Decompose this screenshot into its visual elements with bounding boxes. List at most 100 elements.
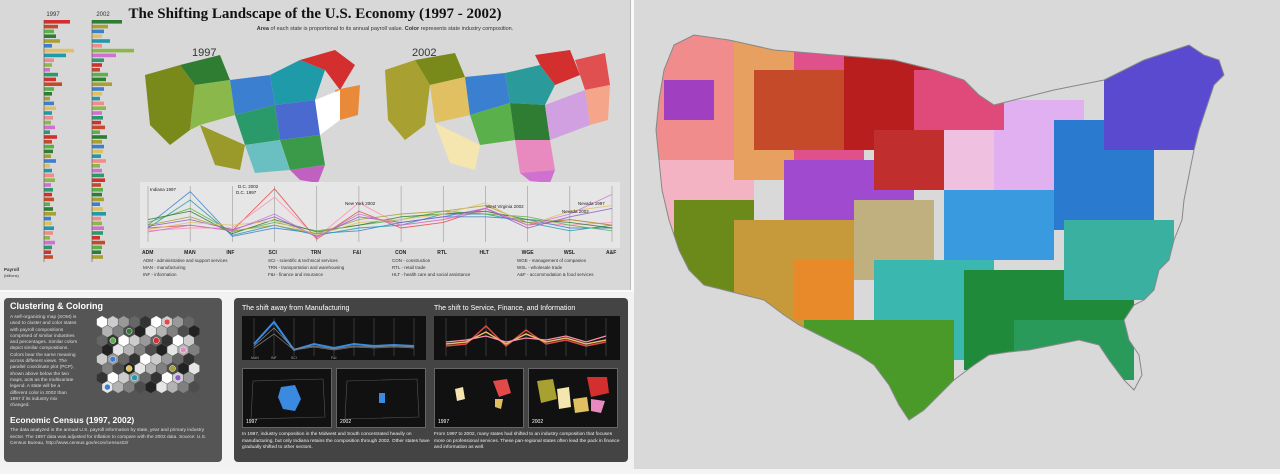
bar-1997-11 [44, 72, 58, 77]
pcp-axis-label-6: CON [395, 250, 407, 256]
bar-2002-7 [92, 53, 116, 58]
pcp-axis-label-3: SCI [268, 250, 277, 256]
bar-1997-38 [44, 202, 50, 206]
poster-subtitle: Area of each state is proportional to it… [256, 26, 514, 32]
bar-2002-12 [92, 77, 106, 82]
bar-2002-20 [92, 116, 103, 120]
pcp-axis-label-0: ADM [142, 250, 154, 256]
bar-2002-14 [92, 87, 104, 91]
pcp-axis-label-10: WSL [563, 250, 575, 256]
bar-2002-40 [92, 212, 106, 216]
bar-2002-10 [92, 68, 100, 72]
bar-2002-13 [92, 82, 112, 86]
bar-2002-32 [92, 173, 104, 178]
pcp-axis-label-4: TRN [310, 250, 321, 256]
bar-1997-14 [44, 87, 54, 91]
pcp-axis-label-5: F&I [352, 250, 361, 256]
bar-1997-36 [44, 192, 52, 197]
bar-2002-11 [92, 72, 108, 77]
bar-1997-28 [44, 154, 51, 158]
pcp-axis-label-2: INF [226, 250, 235, 256]
bar-1997-43 [44, 226, 54, 230]
annotation-newyork: New York 2002 [345, 201, 376, 206]
bar-2002-3 [92, 34, 102, 38]
story-left-body: In 1997, industry composition in the Mid… [242, 432, 430, 450]
bar-2002-6 [92, 48, 134, 53]
pcp-axis-label-11: A&F [606, 250, 617, 256]
payroll-bar-charts [43, 20, 134, 262]
bar-1997-12 [44, 77, 56, 82]
story-left-title: The shift away from Manufacturing [242, 305, 350, 312]
som-marker-3-7 [180, 346, 187, 354]
map-year-2002: 2002 [412, 47, 437, 59]
bar-2002-37 [92, 197, 104, 202]
mini-pcp-services [434, 316, 620, 360]
mini-map-1997-man: 1997 [242, 368, 332, 428]
bar-1997-47 [44, 245, 52, 250]
bar-1997-20 [44, 116, 53, 120]
bar-1997-8 [44, 58, 54, 62]
bar-1997-25 [44, 140, 52, 144]
bar-2002-45 [92, 236, 100, 240]
bar-2002-38 [92, 202, 100, 206]
bar-1997-1 [44, 24, 58, 29]
bar-2002-43 [92, 226, 104, 230]
mini-map-1997-svc: 1997 [434, 368, 524, 428]
bar-2002-17 [92, 101, 104, 106]
mini-map-2002-svc: 2002 [528, 368, 618, 428]
bar-1997-45 [44, 236, 50, 240]
bar-2002-4 [92, 39, 110, 43]
cartogram-1997 [145, 50, 360, 183]
pcp-background [140, 182, 620, 248]
bar-1997-9 [44, 63, 52, 67]
bar-1997-22 [44, 125, 55, 130]
pcp-series-8 [147, 202, 613, 236]
bar-1997-0 [44, 20, 70, 24]
annotation-westvirginia: West Virginia 2002 [486, 204, 524, 209]
bar-2002-42 [92, 221, 102, 226]
bar-1997-16 [44, 96, 50, 101]
annotation-dc-1997: D.C. 1997 [236, 190, 257, 195]
bar-1997-13 [44, 82, 62, 86]
bar-2002-27 [92, 149, 103, 154]
pcp-series-9 [147, 193, 613, 239]
bar-1997-7 [44, 53, 66, 58]
clustering-body: A self-organizing map (SOM) is used to c… [10, 315, 78, 409]
bar-1997-3 [44, 34, 56, 38]
pcp-axis-label-1: MAN [184, 250, 196, 256]
bar-1997-24 [44, 135, 57, 139]
bar-2002-47 [92, 245, 102, 250]
annotation-dc-2002: D.C. 2002 [238, 184, 259, 189]
annotation-nevada-2002: Nevada 2002 [562, 209, 589, 214]
county-map-panel [634, 0, 1280, 469]
bar-2002-34 [92, 183, 101, 187]
poster-title: The Shifting Landscape of the U.S. Econo… [128, 6, 502, 22]
bar-2002-31 [92, 168, 102, 173]
bar-1997-17 [44, 101, 54, 106]
bar-column-2002: 2002 [96, 12, 110, 18]
bar-2002-24 [92, 135, 107, 139]
som-marker-5-6 [169, 365, 176, 372]
top-panel: The Shifting Landscape of the U.S. Econo… [0, 0, 631, 290]
bar-2002-41 [92, 216, 101, 221]
bar-2002-36 [92, 192, 102, 197]
bar-column-1997: 1997 [46, 12, 60, 18]
bar-1997-37 [44, 197, 54, 202]
bar-1997-21 [44, 120, 51, 125]
mini-map-2002-man: 2002 [336, 368, 426, 428]
bar-2002-49 [92, 255, 103, 259]
som-marker-2-1 [109, 337, 117, 344]
story-right-title: The shift to Service, Finance, and Infor… [434, 305, 576, 312]
som-marker-1-2 [125, 328, 133, 335]
som-marker-6-3 [131, 374, 138, 382]
som-marker-6-7 [174, 374, 182, 382]
bar-1997-30 [44, 164, 50, 168]
bar-2002-35 [92, 188, 103, 192]
payroll-unit: (billions) [4, 273, 19, 278]
pcp-series-6 [147, 205, 613, 235]
som-marker-0-6 [163, 318, 171, 326]
clustering-title: Clustering & Coloring [10, 301, 103, 311]
bar-2002-28 [92, 154, 101, 158]
bar-2002-46 [92, 240, 105, 245]
svg-text:SCI: SCI [291, 356, 297, 360]
